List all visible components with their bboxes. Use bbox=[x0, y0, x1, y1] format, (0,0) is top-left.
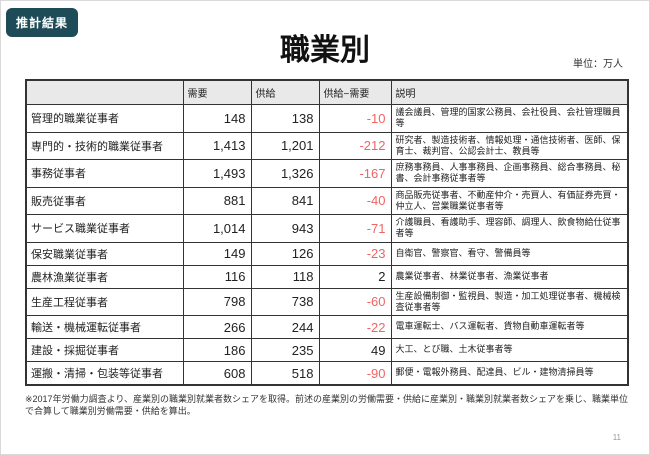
supply-cell: 841 bbox=[250, 186, 320, 215]
demand-cell: 798 bbox=[182, 287, 252, 316]
demand-cell: 266 bbox=[182, 315, 252, 339]
diff-cell: -71 bbox=[318, 214, 392, 243]
unit-label: 単位：万人 bbox=[573, 59, 623, 70]
supply-cell: 943 bbox=[250, 214, 320, 243]
occupation-cell: 輸送・機械運転従事者 bbox=[25, 315, 184, 339]
page-title: 職業別 bbox=[280, 34, 370, 67]
supply-cell: 126 bbox=[250, 241, 320, 266]
table-row: サービス職業従事者 1,014 943 -71 介護職員、看護助手、理容師、調理人、飲食… bbox=[25, 214, 629, 243]
demand-cell: 116 bbox=[182, 264, 252, 289]
occupation-table: 需要 供給 供給−需要 説明 管理的職業従事者 148 138 -10 議会議員、管理的… bbox=[25, 79, 629, 386]
description-cell: 生産設備制御・監視員、製造・加工処理従事者、機械検査従事者等 bbox=[390, 287, 629, 316]
supply-cell: 138 bbox=[250, 104, 320, 133]
occupation-cell: 管理的職業従事者 bbox=[25, 104, 184, 133]
description-cell: 大工、とび職、土木従事者等 bbox=[390, 338, 629, 362]
description-cell: 郵便・電報外務員、配達員、ビル・建物清掃員等 bbox=[390, 361, 629, 386]
diff-cell: -212 bbox=[318, 131, 392, 160]
description-cell: 議会議員、管理的国家公務員、会社役員、会社管理職員等 bbox=[390, 104, 629, 133]
demand-cell: 186 bbox=[182, 338, 252, 362]
supply-cell: 235 bbox=[250, 338, 320, 362]
description-cell: 庶務事務員、人事事務員、企画事務員、総合事務員、秘書、会計事務従事者等 bbox=[390, 159, 629, 188]
header-description: 説明 bbox=[390, 79, 629, 105]
table-row: 輸送・機械運転従事者 266 244 -22 電車運転士、バス運転者、貨物自動車運転者等 bbox=[25, 315, 629, 339]
diff-cell: -60 bbox=[318, 287, 392, 316]
supply-cell: 244 bbox=[250, 315, 320, 339]
table-row: 保安職業従事者 149 126 -23 自衛官、警察官、看守、警備員等 bbox=[25, 241, 629, 266]
demand-cell: 148 bbox=[182, 104, 252, 133]
diff-cell: 49 bbox=[318, 338, 392, 362]
occupation-cell: サービス職業従事者 bbox=[25, 214, 184, 243]
supply-cell: 1,326 bbox=[250, 159, 320, 188]
table-row: 運搬・清掃・包装等従事者 608 518 -90 郵便・電報外務員、配達員、ビル・建物清… bbox=[25, 361, 629, 386]
occupation-cell: 建設・採掘従事者 bbox=[25, 338, 184, 362]
supply-cell: 1,201 bbox=[250, 131, 320, 160]
diff-cell: -40 bbox=[318, 186, 392, 215]
description-cell: 介護職員、看護助手、理容師、調理人、飲食物給仕従事者等 bbox=[390, 214, 629, 243]
table-row: 生産工程従事者 798 738 -60 生産設備制御・監視員、製造・加工処理従事者、機械… bbox=[25, 287, 629, 316]
occupation-cell: 事務従事者 bbox=[25, 159, 184, 188]
footnote: ※2017年労働力調査より、産業別の職業別就業者数シェアを取得。前述の産業別の労… bbox=[25, 394, 629, 417]
occupation-table-header: 需要 供給 供給−需要 説明 bbox=[25, 79, 629, 105]
occupation-cell: 販売従事者 bbox=[25, 186, 184, 215]
supply-cell: 118 bbox=[250, 264, 320, 289]
description-cell: 自衛官、警察官、看守、警備員等 bbox=[390, 241, 629, 266]
demand-cell: 1,493 bbox=[182, 159, 252, 188]
diff-cell: -90 bbox=[318, 361, 392, 386]
occupation-cell: 保安職業従事者 bbox=[25, 241, 184, 266]
supply-cell: 738 bbox=[250, 287, 320, 316]
demand-cell: 149 bbox=[182, 241, 252, 266]
diff-cell: 2 bbox=[318, 264, 392, 289]
header-occupation bbox=[25, 79, 184, 105]
table-row: 販売従事者 881 841 -40 商品販売従事者、不動産仲介・売買人、有価証券売買・仲… bbox=[25, 186, 629, 215]
estimation-result-badge: 推計結果 bbox=[6, 8, 79, 37]
header-supply: 供給 bbox=[250, 79, 320, 105]
table-row: 専門的・技術的職業従事者 1,413 1,201 -212 研究者、製造技術者、情報処理… bbox=[25, 131, 629, 160]
header-row: 需要 供給 供給−需要 説明 bbox=[25, 79, 629, 105]
table-row: 事務従事者 1,493 1,326 -167 庶務事務員、人事事務員、企画事務員、総合事… bbox=[25, 159, 629, 188]
table-row: 管理的職業従事者 148 138 -10 議会議員、管理的国家公務員、会社役員、会社管理… bbox=[25, 104, 629, 133]
header-diff: 供給−需要 bbox=[318, 79, 392, 105]
demand-cell: 608 bbox=[182, 361, 252, 386]
diff-cell: -167 bbox=[318, 159, 392, 188]
description-cell: 商品販売従事者、不動産仲介・売買人、有価証券売買・仲立人、営業職業従事者等 bbox=[390, 186, 629, 215]
demand-cell: 1,413 bbox=[182, 131, 252, 160]
description-cell: 電車運転士、バス運転者、貨物自動車運転者等 bbox=[390, 315, 629, 339]
occupation-cell: 運搬・清掃・包装等従事者 bbox=[25, 361, 184, 386]
occupation-table-body: 管理的職業従事者 148 138 -10 議会議員、管理的国家公務員、会社役員、会社管理… bbox=[25, 104, 629, 386]
diff-cell: -23 bbox=[318, 241, 392, 266]
occupation-cell: 専門的・技術的職業従事者 bbox=[25, 131, 184, 160]
header-demand: 需要 bbox=[182, 79, 252, 105]
description-cell: 農業従事者、林業従事者、漁業従事者 bbox=[390, 264, 629, 289]
occupation-cell: 生産工程従事者 bbox=[25, 287, 184, 316]
diff-cell: -10 bbox=[318, 104, 392, 133]
demand-cell: 881 bbox=[182, 186, 252, 215]
table-row: 農林漁業従事者 116 118 2 農業従事者、林業従事者、漁業従事者 bbox=[25, 264, 629, 289]
description-cell: 研究者、製造技術者、情報処理・通信技術者、医師、保育士、裁判官、公認会計士、教員… bbox=[390, 131, 629, 160]
supply-cell: 518 bbox=[250, 361, 320, 386]
table-row: 建設・採掘従事者 186 235 49 大工、とび職、土木従事者等 bbox=[25, 338, 629, 362]
diff-cell: -22 bbox=[318, 315, 392, 339]
occupation-cell: 農林漁業従事者 bbox=[25, 264, 184, 289]
page-number: 11 bbox=[612, 433, 621, 442]
demand-cell: 1,014 bbox=[182, 214, 252, 243]
